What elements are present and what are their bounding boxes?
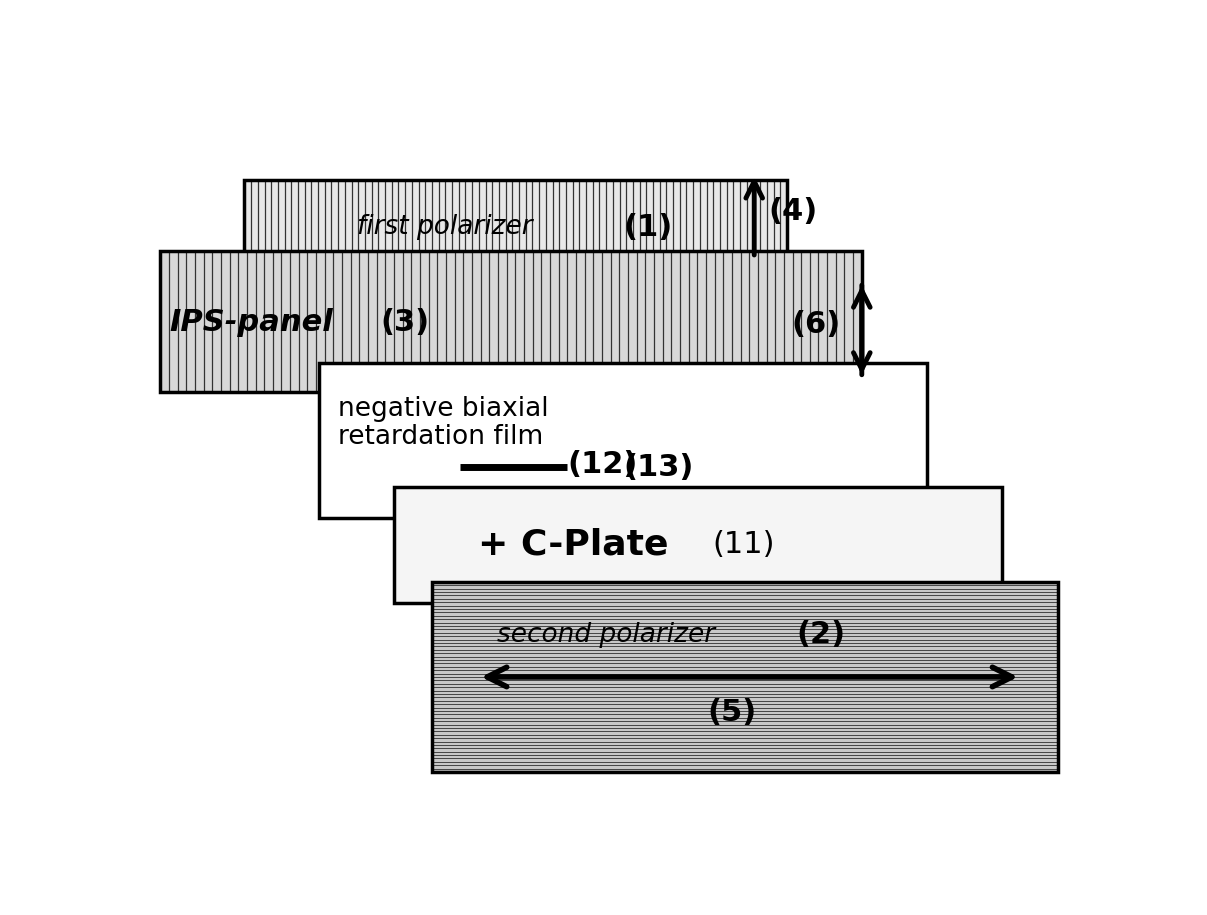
Text: negative biaxial: negative biaxial xyxy=(338,396,549,422)
Bar xyxy=(432,582,1059,772)
Text: (13): (13) xyxy=(623,453,694,481)
Text: second polarizer: second polarizer xyxy=(497,621,715,648)
Text: first polarizer: first polarizer xyxy=(357,214,532,241)
Text: (1): (1) xyxy=(623,213,672,242)
Bar xyxy=(161,251,862,392)
Bar xyxy=(244,180,787,279)
Text: (11): (11) xyxy=(712,530,775,559)
Text: (2): (2) xyxy=(797,620,845,649)
Text: IPS-panel: IPS-panel xyxy=(169,308,333,337)
Bar xyxy=(319,363,927,519)
Text: (4): (4) xyxy=(768,198,817,226)
Text: (5): (5) xyxy=(707,698,757,727)
Text: + C-Plate: + C-Plate xyxy=(478,528,669,562)
Bar xyxy=(432,582,1059,772)
Text: (6): (6) xyxy=(792,310,841,339)
Bar xyxy=(161,251,862,392)
Text: (12): (12) xyxy=(567,449,637,479)
Bar xyxy=(393,487,1002,603)
Text: retardation film: retardation film xyxy=(338,425,543,450)
Bar xyxy=(319,363,927,519)
Text: (3): (3) xyxy=(380,308,430,337)
Bar xyxy=(393,487,1002,603)
Bar xyxy=(244,180,787,279)
